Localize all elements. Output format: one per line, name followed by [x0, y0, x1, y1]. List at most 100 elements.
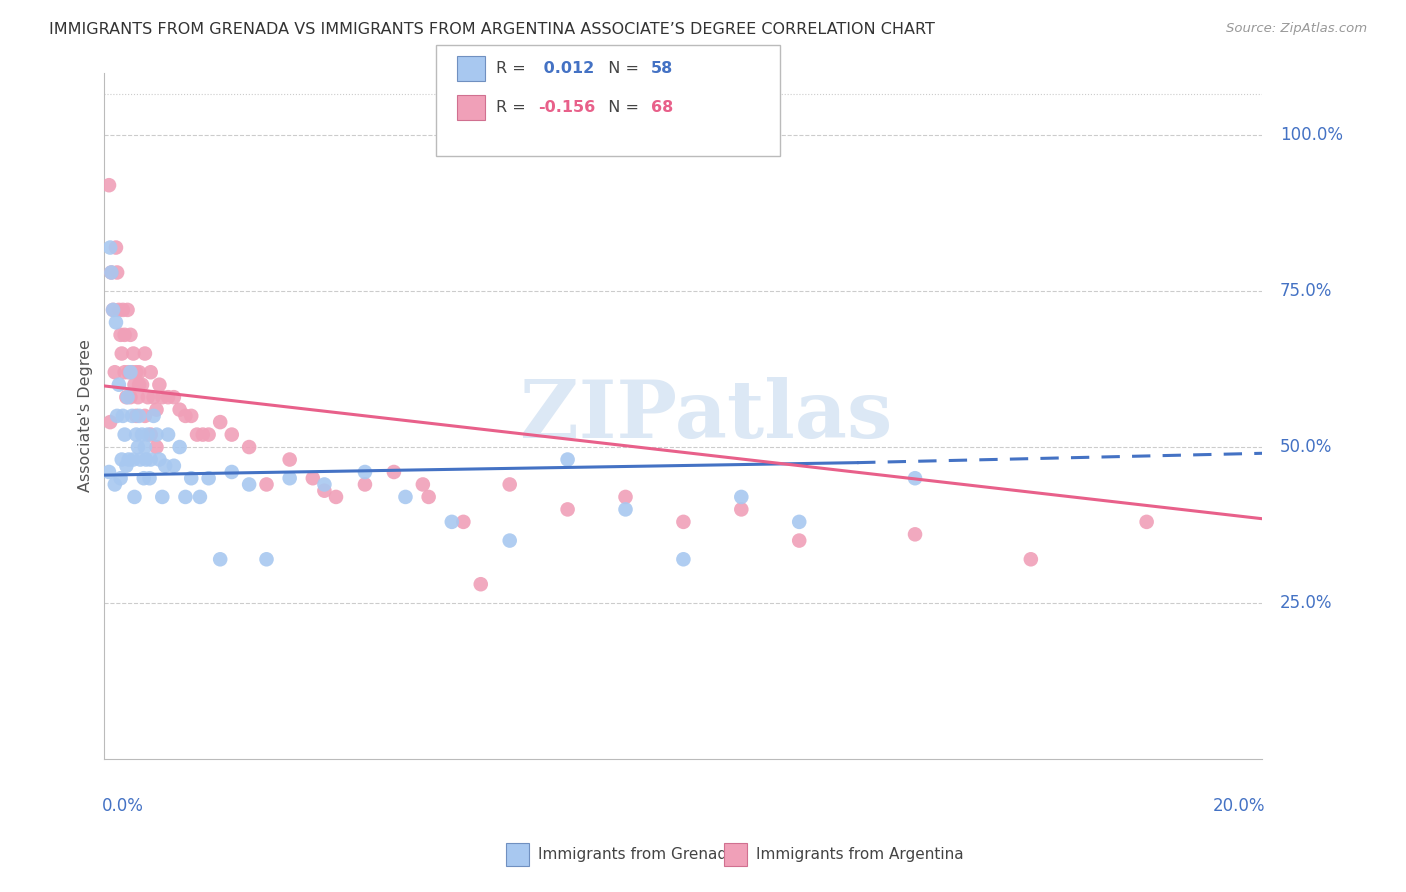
Text: 75.0%: 75.0% [1279, 282, 1333, 301]
Point [127, 440, 149, 454]
Text: 68: 68 [651, 100, 673, 114]
Point [108, 377, 131, 392]
Point [134, 409, 156, 423]
Point [301, 471, 323, 485]
Point [169, 440, 191, 454]
Point [100, 265, 122, 279]
Point [98, 178, 121, 193]
Point [101, 302, 124, 317]
Point [188, 490, 211, 504]
Point [672, 515, 695, 529]
Point [131, 427, 153, 442]
Point [125, 365, 148, 379]
Point [174, 490, 197, 504]
Point [125, 427, 148, 442]
Point [557, 452, 579, 467]
Point [104, 315, 127, 329]
Point [221, 465, 243, 479]
Point [127, 390, 149, 404]
Point [120, 365, 142, 379]
Point [124, 377, 146, 392]
Point [499, 477, 522, 491]
Point [238, 477, 260, 491]
Point [672, 552, 695, 566]
Point [115, 458, 138, 473]
Point [256, 552, 278, 566]
Point [122, 346, 145, 360]
Point [730, 502, 752, 516]
Point [115, 390, 138, 404]
Text: Immigrants from Argentina: Immigrants from Argentina [756, 847, 965, 862]
Point [139, 365, 162, 379]
Point [191, 427, 214, 442]
Point [314, 483, 336, 498]
Point [111, 409, 134, 423]
Point [125, 409, 148, 423]
Point [174, 409, 197, 423]
Point [180, 409, 202, 423]
Point [131, 377, 153, 392]
Point [163, 390, 186, 404]
Point [354, 465, 377, 479]
Point [104, 477, 127, 491]
Point [114, 365, 136, 379]
Point [98, 415, 121, 429]
Text: 50.0%: 50.0% [1279, 438, 1333, 456]
Point [499, 533, 522, 548]
Point [153, 458, 176, 473]
Point [157, 390, 180, 404]
Text: -0.156: -0.156 [538, 100, 596, 114]
Point [134, 346, 156, 360]
Text: 20.0%: 20.0% [1212, 797, 1265, 814]
Point [453, 515, 475, 529]
Point [325, 490, 347, 504]
Point [470, 577, 492, 591]
Point [145, 440, 167, 454]
Text: ZIPatlas: ZIPatlas [520, 377, 893, 455]
Text: 0.0%: 0.0% [103, 797, 143, 814]
Point [100, 265, 122, 279]
Point [787, 533, 810, 548]
Point [157, 427, 180, 442]
Y-axis label: Associate's Degree: Associate's Degree [79, 340, 93, 492]
Point [134, 440, 156, 454]
Point [614, 502, 637, 516]
Point [98, 465, 121, 479]
Point [186, 427, 208, 442]
Point [111, 452, 134, 467]
Point [105, 409, 128, 423]
Point [440, 515, 463, 529]
Point [139, 452, 162, 467]
Point [135, 452, 157, 467]
Text: R =: R = [496, 100, 531, 114]
Point [256, 477, 278, 491]
Point [110, 471, 132, 485]
Text: N =: N = [598, 100, 644, 114]
Text: 100.0%: 100.0% [1279, 127, 1343, 145]
Point [412, 477, 434, 491]
Point [169, 402, 191, 417]
Point [904, 527, 927, 541]
Point [114, 427, 136, 442]
Text: Source: ZipAtlas.com: Source: ZipAtlas.com [1226, 22, 1367, 36]
Text: N =: N = [598, 62, 644, 76]
Point [139, 427, 162, 442]
Point [150, 390, 173, 404]
Point [614, 490, 637, 504]
Point [150, 490, 173, 504]
Point [128, 377, 150, 392]
Point [117, 390, 139, 404]
Point [122, 452, 145, 467]
Point [138, 471, 160, 485]
Point [1019, 552, 1042, 566]
Point [209, 552, 232, 566]
Point [278, 452, 301, 467]
Point [101, 302, 124, 317]
Point [180, 471, 202, 485]
Point [145, 402, 167, 417]
Point [142, 409, 165, 423]
Point [128, 409, 150, 423]
Point [145, 427, 167, 442]
Point [730, 490, 752, 504]
Point [314, 477, 336, 491]
